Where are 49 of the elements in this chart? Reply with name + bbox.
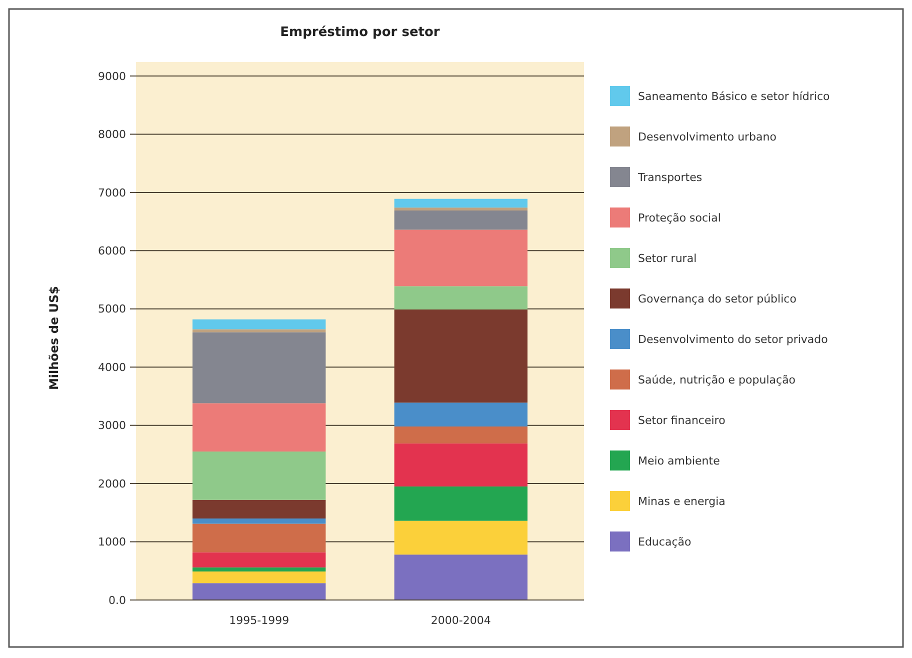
y-tick-label: 1000 [98, 536, 126, 549]
y-tick-label: 9000 [98, 70, 126, 83]
y-tick-label: 5000 [98, 302, 126, 316]
bar [394, 286, 528, 310]
y-axis-title: Milhões de US$ [47, 286, 61, 390]
bar [394, 230, 528, 286]
bar [394, 402, 528, 426]
bar [394, 208, 528, 210]
y-tick-label: 4000 [98, 360, 126, 374]
y-tick-label: 0.0 [108, 594, 126, 607]
bar [192, 524, 326, 552]
chart-title: Empréstimo por setor [280, 25, 440, 40]
bar [394, 486, 528, 521]
y-tick-label: 8000 [98, 128, 126, 142]
bar [394, 210, 528, 230]
y-tick-label: 2000 [98, 477, 126, 490]
legend-label: Meio ambiente [638, 454, 720, 468]
legend-label: Governança do setor público [638, 292, 797, 306]
bar [394, 309, 528, 403]
bar [192, 552, 326, 568]
bar [394, 520, 528, 555]
bar [192, 518, 326, 524]
x-tick-label: 1995-1999 [229, 614, 290, 627]
legend-label: Educação [638, 535, 692, 548]
bar [192, 319, 326, 330]
bar [192, 452, 326, 500]
bar [192, 567, 326, 572]
bar [394, 554, 528, 600]
legend-label: Desenvolvimento urbano [638, 130, 777, 144]
bar [192, 500, 326, 518]
legend-label: Saneamento Básico e setor hídrico [638, 90, 830, 103]
x-tick-label: 2000-2004 [430, 614, 491, 627]
legend-label: Setor rural [638, 252, 697, 265]
legend-label: Saúde, nutrição e população [638, 373, 796, 386]
bar [394, 443, 528, 486]
y-tick-label: 7000 [98, 186, 126, 200]
legend-label: Proteção social [638, 211, 721, 224]
legend-label: Minas e energia [638, 494, 726, 508]
bar [394, 426, 528, 444]
bar [192, 332, 326, 404]
legend-label: Transportes [637, 170, 702, 184]
bar [192, 571, 326, 584]
y-tick-label: 3000 [98, 419, 126, 432]
bar [192, 583, 326, 600]
bar [394, 198, 528, 208]
y-tick-label: 6000 [98, 244, 126, 258]
legend-label: Desenvolvimento do setor privado [638, 332, 828, 346]
legend-label: Setor financeiro [638, 414, 726, 427]
bar [192, 403, 326, 452]
